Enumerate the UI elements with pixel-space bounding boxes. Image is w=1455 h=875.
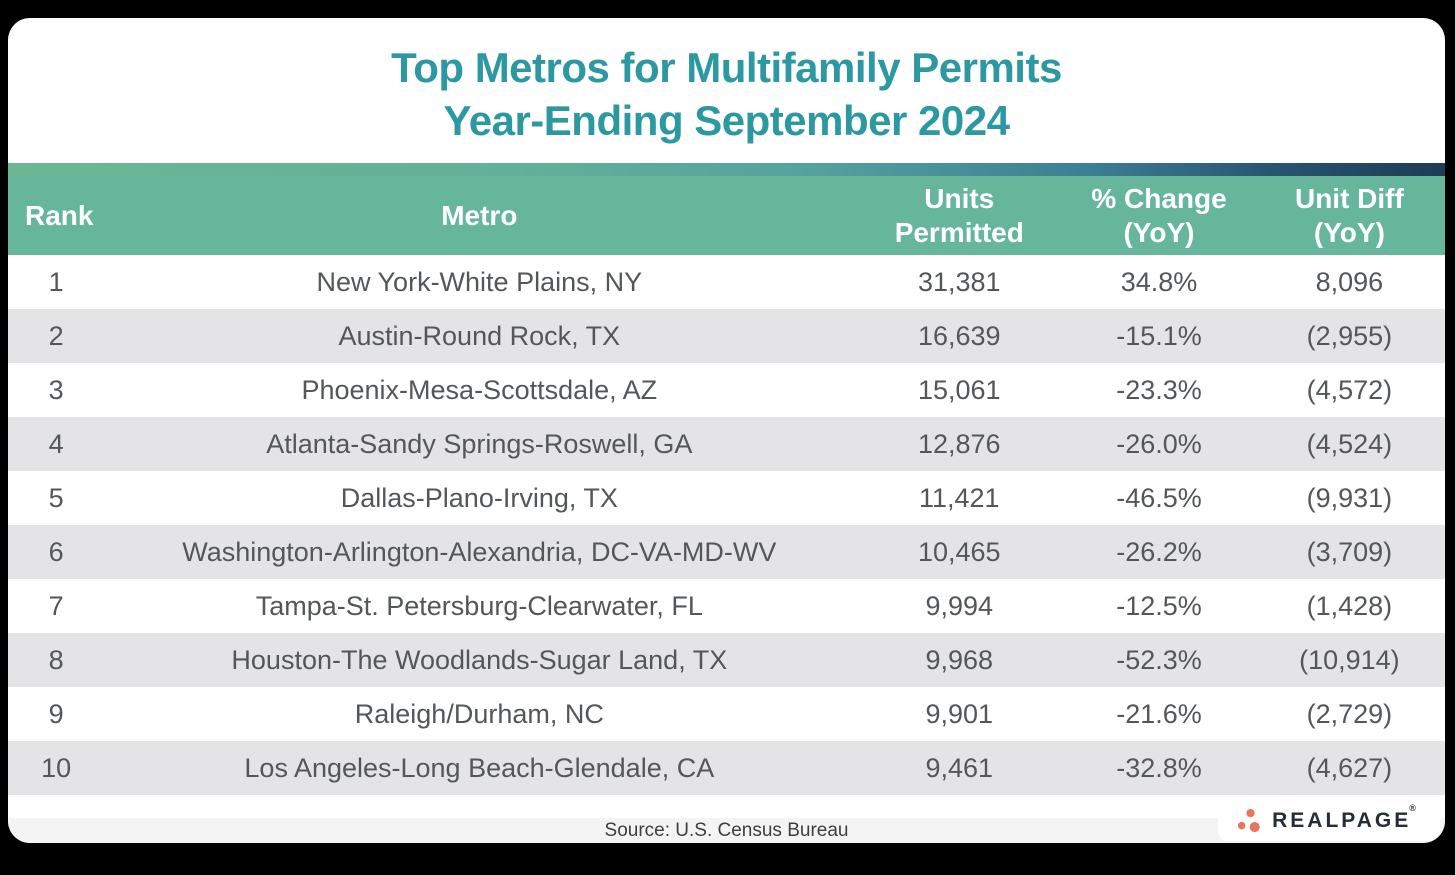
table-row: 6 Washington-Arlington-Alexandria, DC-VA…: [8, 525, 1445, 579]
units-cell: 9,461: [925, 752, 994, 783]
realpage-wordmark: REALPAGE®: [1272, 803, 1419, 832]
header-unit-diff: Unit Diff (YoY): [1294, 182, 1404, 248]
units-cell: 12,876: [917, 428, 1001, 459]
change-cell: -21.6%: [1116, 698, 1202, 729]
table-row: 8 Houston-The Woodlands-Sugar Land, TX 9…: [8, 633, 1445, 687]
change-cell: 34.8%: [1120, 266, 1198, 297]
source-note: Source: U.S. Census Bureau: [604, 820, 849, 841]
rank-cell: 2: [48, 320, 64, 351]
registered-mark: ®: [1409, 803, 1419, 813]
metro-cell: Austin-Round Rock, TX: [338, 320, 621, 351]
rank-cell: 8: [48, 644, 64, 675]
metro-cell: Houston-The Woodlands-Sugar Land, TX: [231, 644, 728, 675]
header-rank: Rank: [25, 199, 94, 231]
realpage-logo: REALPAGE®: [1218, 801, 1440, 841]
header-units-permitted: Units Permitted: [894, 182, 1024, 248]
diff-cell: (4,627): [1306, 752, 1393, 783]
diff-cell: (9,931): [1306, 482, 1393, 513]
units-cell: 31,381: [917, 266, 1001, 297]
page-title-line1: Top Metros for Multifamily Permits: [391, 43, 1062, 91]
metro-cell: Phoenix-Mesa-Scottsdale, AZ: [301, 374, 658, 405]
rank-cell: 5: [48, 482, 64, 513]
units-cell: 9,994: [925, 590, 994, 621]
rank-cell: 9: [48, 698, 64, 729]
gradient-divider-bar: [8, 163, 1445, 176]
table-row: 7 Tampa-St. Petersburg-Clearwater, FL 9,…: [8, 579, 1445, 633]
footer-strip: Source: U.S. Census Bureau: [8, 818, 1445, 843]
diff-cell: (3,709): [1306, 536, 1393, 567]
change-cell: -46.5%: [1116, 482, 1202, 513]
change-cell: -26.0%: [1116, 428, 1202, 459]
header-percent-change: % Change (YoY): [1091, 182, 1227, 248]
units-cell: 16,639: [917, 320, 1001, 351]
change-cell: -23.3%: [1116, 374, 1202, 405]
units-cell: 9,901: [925, 698, 994, 729]
metro-cell: Dallas-Plano-Irving, TX: [340, 482, 618, 513]
table-row: 4 Atlanta-Sandy Springs-Roswell, GA 12,8…: [8, 417, 1445, 471]
metro-cell: New York-White Plains, NY: [316, 266, 643, 297]
rank-cell: 3: [48, 374, 64, 405]
page-title: Top Metros for Multifamily Permits Year-…: [8, 18, 1445, 163]
table-row: 3 Phoenix-Mesa-Scottsdale, AZ 15,061 -23…: [8, 363, 1445, 417]
units-cell: 10,465: [917, 536, 1001, 567]
rank-cell: 1: [48, 266, 64, 297]
metro-cell: Los Angeles-Long Beach-Glendale, CA: [244, 752, 715, 783]
units-cell: 15,061: [917, 374, 1001, 405]
diff-cell: (4,572): [1306, 374, 1393, 405]
diff-cell: (2,729): [1306, 698, 1393, 729]
rank-cell: 6: [48, 536, 64, 567]
diff-cell: (10,914): [1299, 644, 1400, 675]
table-row: 5 Dallas-Plano-Irving, TX 11,421 -46.5% …: [8, 471, 1445, 525]
table-row: 2 Austin-Round Rock, TX 16,639 -15.1% (2…: [8, 309, 1445, 363]
realpage-dots-icon: [1238, 808, 1260, 833]
units-cell: 11,421: [918, 482, 1000, 513]
table-row: 1 New York-White Plains, NY 31,381 34.8%…: [8, 255, 1445, 309]
metro-cell: Raleigh/Durham, NC: [354, 698, 604, 729]
change-cell: -32.8%: [1116, 752, 1202, 783]
table-header-row: Rank Metro Units Permitted % Change (YoY…: [8, 176, 1445, 255]
table-row: 9 Raleigh/Durham, NC 9,901 -21.6% (2,729…: [8, 687, 1445, 741]
diff-cell: (1,428): [1306, 590, 1393, 621]
table-body: 1 New York-White Plains, NY 31,381 34.8%…: [8, 255, 1445, 795]
bottom-gap: [8, 795, 1445, 818]
change-cell: -12.5%: [1116, 590, 1202, 621]
change-cell: -52.3%: [1116, 644, 1202, 675]
table-row: 10 Los Angeles-Long Beach-Glendale, CA 9…: [8, 741, 1445, 795]
diff-cell: (4,524): [1306, 428, 1393, 459]
rank-cell: 10: [41, 752, 72, 783]
page-title-line2: Year-Ending September 2024: [443, 96, 1010, 144]
units-cell: 9,968: [925, 644, 994, 675]
metro-cell: Washington-Arlington-Alexandria, DC-VA-M…: [182, 536, 777, 567]
rank-cell: 7: [48, 590, 64, 621]
change-cell: -15.1%: [1116, 320, 1202, 351]
rank-cell: 4: [48, 428, 64, 459]
metro-cell: Tampa-St. Petersburg-Clearwater, FL: [255, 590, 703, 621]
metro-cell: Atlanta-Sandy Springs-Roswell, GA: [266, 428, 693, 459]
header-metro: Metro: [441, 199, 518, 231]
diff-cell: 8,096: [1315, 266, 1384, 297]
change-cell: -26.2%: [1116, 536, 1202, 567]
infographic-card: Top Metros for Multifamily Permits Year-…: [8, 18, 1445, 843]
diff-cell: (2,955): [1306, 320, 1393, 351]
